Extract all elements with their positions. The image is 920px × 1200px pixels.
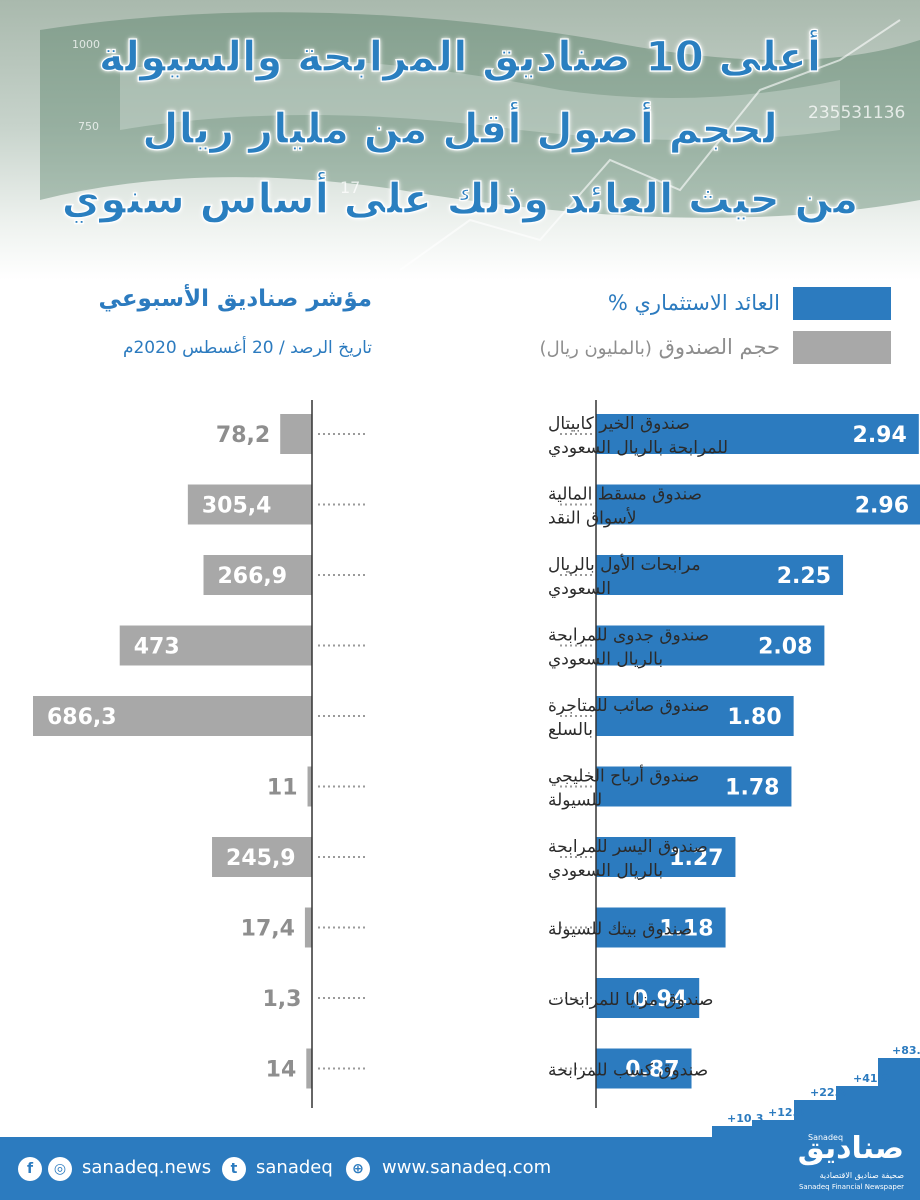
- bg-number: 235531136: [808, 103, 906, 123]
- return-value-label: 1.78: [725, 776, 779, 801]
- return-value-label: 0.87: [625, 1058, 679, 1083]
- return-bar: [596, 978, 700, 1018]
- growth-step: [794, 1100, 836, 1137]
- size-bar: [304, 907, 312, 948]
- fund-name-label: صندوق جدوى للمرابحة: [548, 626, 709, 646]
- fund-name-label: صندوق صائب للمتاجرة: [548, 696, 709, 716]
- bg-number: 17: [340, 178, 361, 197]
- size-bar: [307, 766, 312, 807]
- fund-name-label: صندوق بيتك للسيولة: [548, 920, 692, 940]
- size-value-label: 78,2: [216, 423, 270, 448]
- growth-label: +22.6: [810, 1086, 847, 1099]
- return-bar: [596, 1048, 692, 1089]
- return-bar: [596, 837, 736, 877]
- return-bar: [596, 766, 792, 807]
- brand-logo: Sanadeq صناديق صحيفة صناديق الاقتصادية S…: [786, 1131, 906, 1197]
- fund-name-label: للمرابحة بالريال السعودي: [548, 438, 728, 458]
- return-bar: [596, 484, 920, 525]
- fund-name-label: بالريال السعودي: [548, 861, 663, 881]
- return-bar: [596, 696, 794, 736]
- size-value-label: 17,4: [241, 917, 295, 942]
- growth-step: [712, 1126, 752, 1137]
- return-value-label: 2.25: [777, 564, 831, 589]
- bg-number: 1000: [72, 38, 100, 51]
- twitter-icon[interactable]: t: [222, 1157, 246, 1181]
- growth-label: +12.0: [768, 1106, 805, 1119]
- return-bar: [596, 414, 919, 454]
- size-bar: [280, 414, 312, 454]
- fund-name-label: صندوق مسقط المالية: [548, 485, 702, 505]
- growth-label: +10.3: [727, 1112, 764, 1125]
- fund-name-label: مرابحات الأول بالريال: [548, 554, 701, 575]
- return-value-label: 0.94: [633, 987, 687, 1012]
- legend-size-unit: (بالمليون ريال): [539, 338, 652, 359]
- growth-step: [836, 1086, 878, 1137]
- growth-label: +83.0: [892, 1044, 920, 1057]
- bg-number: 750: [78, 120, 99, 133]
- footer-bar: f ◎ sanadeq.news t sanadeq ⊕ www.sanadeq…: [0, 1131, 920, 1200]
- index-date: تاريخ الرصد / 20 أغسطس 2020م: [122, 338, 372, 358]
- legend-swatch-size: [793, 331, 891, 364]
- facebook-icon[interactable]: f: [18, 1157, 42, 1181]
- size-bar: [119, 625, 312, 666]
- fund-name-label: صندوق كسب للمرابحة: [548, 1061, 708, 1081]
- size-bar: [33, 696, 312, 736]
- brand-tagline-en: Sanadeq Financial Newspaper: [798, 1183, 904, 1191]
- header-banner: 1000 750 235531136 17 أعلى 10 صناديق الم…: [0, 0, 920, 280]
- twitter-handle-link[interactable]: sanadeq: [256, 1157, 333, 1178]
- size-bar: [187, 484, 312, 525]
- fund-name-label: صندوق أرباح الخليجي: [548, 765, 699, 787]
- size-bar: [306, 1048, 312, 1089]
- size-value-label: 245,9: [226, 846, 296, 871]
- fund-name-label: السعودي: [548, 579, 611, 599]
- size-bar: [203, 555, 312, 595]
- brand-arabic: صناديق: [797, 1131, 904, 1166]
- size-value-label: 305,4: [202, 494, 272, 519]
- legend-label-return: العائد الاستثماري %: [607, 291, 780, 315]
- growth-step: [878, 1058, 920, 1137]
- title-line-3: من حيث العائد وذلك على أساس سنوي: [61, 173, 859, 223]
- return-value-label: 1.27: [669, 846, 723, 871]
- return-bar: [596, 625, 825, 666]
- website-link[interactable]: www.sanadeq.com: [382, 1157, 552, 1178]
- legend-label-size: حجم الصندوق (بالمليون ريال): [540, 331, 780, 365]
- brand-latin: Sanadeq: [808, 1133, 844, 1142]
- title-line-1: أعلى 10 صناديق المرابحة والسيولة: [98, 31, 822, 81]
- size-value-label: 473: [134, 635, 180, 660]
- return-value-label: 1.80: [727, 705, 781, 730]
- fund-name-label: لأسواق النقد: [548, 508, 637, 529]
- fund-name-label: صندوق مزايا للمرابحات: [548, 990, 713, 1010]
- return-value-label: 2.08: [758, 635, 812, 660]
- growth-label: +41.9: [853, 1072, 890, 1085]
- size-value-label: 14: [266, 1058, 297, 1083]
- flag-background: [40, 12, 920, 271]
- fund-name-label: بالريال السعودي: [548, 650, 663, 670]
- size-value-label: 11: [267, 776, 298, 801]
- growth-step: [752, 1120, 794, 1137]
- fund-name-label: صندوق اليسر للمرابحة: [548, 837, 708, 857]
- fund-name-label: بالسلع: [548, 720, 593, 740]
- title-line-2: لحجم أصول أقل من مليار ريال: [142, 103, 779, 153]
- size-bar: [212, 837, 312, 877]
- globe-icon[interactable]: ⊕: [346, 1157, 370, 1181]
- legend-swatch-return: [793, 287, 891, 320]
- fund-name-label: للسيولة: [548, 791, 602, 811]
- size-value-label: 266,9: [217, 564, 287, 589]
- social-handle-link[interactable]: sanadeq.news: [82, 1157, 212, 1178]
- return-bar: [596, 555, 844, 595]
- return-value-label: 2.94: [853, 423, 907, 448]
- legend-size-name: حجم الصندوق: [658, 335, 780, 359]
- fund-name-label: صندوق الخير كابيتال: [548, 414, 690, 434]
- return-bar: [596, 907, 726, 948]
- size-value-label: 686,3: [47, 705, 117, 730]
- butterfly-bar-chart: 2.94 78,2 صندوق الخير كابيتال للمرابحة بالر…: [33, 400, 920, 1108]
- size-value-label: 1,3: [262, 987, 301, 1012]
- index-title: مؤشر صناديق الأسبوعي: [98, 286, 372, 312]
- brand-tagline-ar: صحيفة صناديق الاقتصادية: [819, 1171, 904, 1180]
- return-value-label: 2.96: [855, 494, 909, 519]
- instagram-icon[interactable]: ◎: [48, 1157, 72, 1181]
- return-value-label: 1.18: [659, 917, 713, 942]
